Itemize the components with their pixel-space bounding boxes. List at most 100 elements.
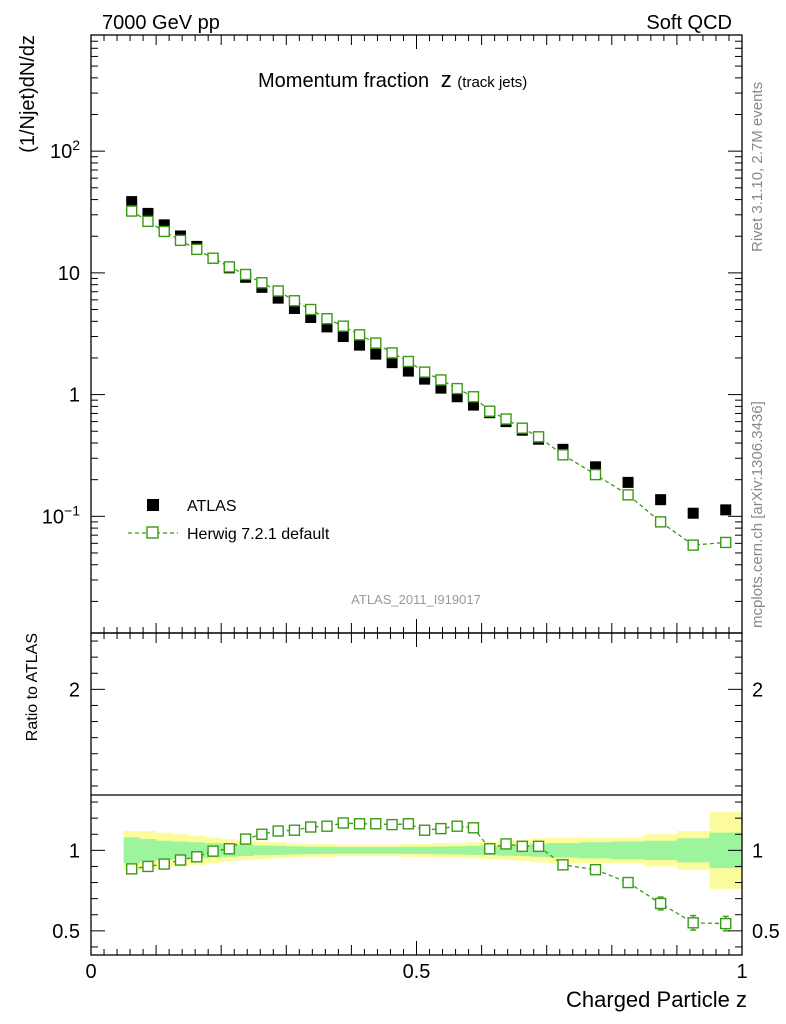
plot-title-subscript: (track jets) — [457, 74, 527, 91]
ratio-herwig-point — [557, 859, 569, 871]
atlas-point — [435, 382, 447, 394]
analysis-watermark: ATLAS_2011_I919017 — [351, 592, 481, 607]
herwig-point — [158, 225, 170, 238]
y-tick-mantissa: 10 — [58, 263, 80, 285]
rivet-version-label: Rivet 3.1.10, 2.7M events — [749, 82, 766, 252]
legend-atlas-label: ATLAS — [187, 498, 237, 515]
atlas-point — [354, 339, 366, 351]
herwig-point — [418, 366, 431, 378]
ratio-herwig-point — [191, 851, 203, 863]
atlas-point — [687, 507, 699, 519]
herwig-point — [557, 449, 569, 461]
ratio-herwig-point — [532, 840, 545, 853]
plot-title-symbol: z — [441, 67, 452, 92]
mcplots-label: mcplots.cern.ch [arXiv:1306.3436] — [749, 401, 766, 628]
x-tick-label: 1 — [736, 961, 747, 983]
main-marks — [125, 196, 732, 551]
ratio-herwig-point — [288, 824, 301, 836]
y-tick-label: 1 — [69, 385, 80, 407]
ratio-y-tick-label: 1 — [69, 840, 80, 862]
plot-title: Momentum fraction z (track jets) — [258, 67, 527, 92]
atlas-point — [126, 196, 138, 208]
ratio-herwig-point — [589, 863, 602, 876]
atlas-point — [337, 331, 349, 343]
y-tick-exponent: −1 — [64, 502, 80, 518]
ratio-herwig-point — [402, 818, 415, 830]
ratio-herwig-point — [125, 863, 138, 875]
ratio-y-tick-label-right: 2 — [752, 679, 763, 701]
herwig-point — [239, 268, 252, 281]
herwig-point — [174, 234, 187, 247]
ratio-herwig-point — [305, 821, 317, 833]
x-axis-label: Charged Particle z — [566, 987, 747, 1012]
herwig-point — [532, 431, 545, 443]
category-label: Soft QCD — [646, 12, 732, 34]
ratio-herwig-point — [174, 854, 187, 866]
herwig-point — [500, 413, 512, 425]
y-tick-exponent: 2 — [72, 137, 80, 153]
ratio-y-tick-label: 0.5 — [52, 921, 80, 943]
legend: ATLAS Herwig 7.2.1 default — [128, 498, 330, 543]
atlas-point — [305, 311, 317, 323]
ratio-herwig-point — [451, 820, 463, 832]
herwig-point — [370, 337, 382, 349]
herwig-point — [451, 382, 463, 395]
ratio-herwig-point — [142, 860, 154, 873]
x-tick-labels: 0 0.5 1 — [85, 961, 747, 983]
herwig-point — [337, 320, 349, 332]
ratio-uncertainty-bands — [123, 811, 743, 889]
ratio-herwig-point — [720, 917, 732, 930]
herwig-point — [191, 243, 203, 256]
herwig-point — [720, 536, 732, 549]
ratio-panel: 0.5 0.51 12 2 0 0.5 1 Ratio to ATLAS Charged … — [24, 632, 780, 1012]
herwig-point — [516, 422, 528, 434]
plot-title-text: Momentum fraction — [258, 70, 429, 92]
atlas-point — [321, 321, 333, 333]
ratio-ticks — [90, 633, 743, 955]
ratio-herwig-point — [516, 840, 528, 853]
herwig-point — [272, 285, 284, 297]
herwig-point — [622, 489, 634, 501]
ratio-herwig-point — [386, 818, 398, 831]
atlas-point — [655, 494, 667, 506]
herwig-point — [687, 539, 699, 551]
ratio-herwig-point — [337, 817, 349, 829]
y-tick-label: 10−1 — [42, 502, 80, 528]
atlas-point — [720, 504, 732, 516]
herwig-point — [125, 205, 138, 217]
atlas-point — [451, 391, 463, 403]
herwig-point — [484, 405, 496, 417]
herwig-point — [223, 261, 236, 273]
herwig-point — [207, 252, 219, 264]
y-tick-label: 102 — [50, 137, 80, 163]
atlas-point — [272, 292, 284, 304]
herwig-point — [386, 347, 398, 359]
ratio-herwig-point — [256, 828, 268, 840]
main-y-tick-labels: 102 10 1 10−1 — [42, 137, 80, 528]
legend-herwig-marker — [146, 526, 159, 539]
y-tick-mantissa: 1 — [69, 385, 80, 407]
atlas-point — [370, 348, 382, 360]
ratio-inner-band — [123, 832, 743, 869]
herwig-point — [654, 516, 667, 528]
ratio-herwig-point — [353, 818, 366, 830]
ratio-herwig-point — [654, 897, 667, 910]
herwig-point — [305, 303, 317, 316]
ratio-herwig-point — [321, 820, 333, 832]
ratio-herwig-point — [467, 822, 480, 834]
ratio-herwig-point — [158, 858, 170, 870]
ratio-y-tick-label-right: 1 — [752, 840, 763, 862]
ratio-y-tick-label: 2 — [69, 679, 80, 701]
herwig-point — [402, 355, 415, 368]
atlas-point — [288, 302, 300, 314]
legend-atlas-marker — [147, 499, 159, 511]
ratio-herwig-point — [500, 838, 512, 850]
x-tick-label: 0 — [85, 961, 96, 983]
ratio-herwig-point — [272, 825, 284, 837]
herwig-point — [353, 329, 366, 341]
ratio-herwig-point — [207, 845, 219, 857]
ratio-y-tick-label-right: 0.5 — [752, 921, 780, 943]
atlas-point — [622, 476, 634, 488]
ratio-herwig-point — [418, 824, 431, 836]
